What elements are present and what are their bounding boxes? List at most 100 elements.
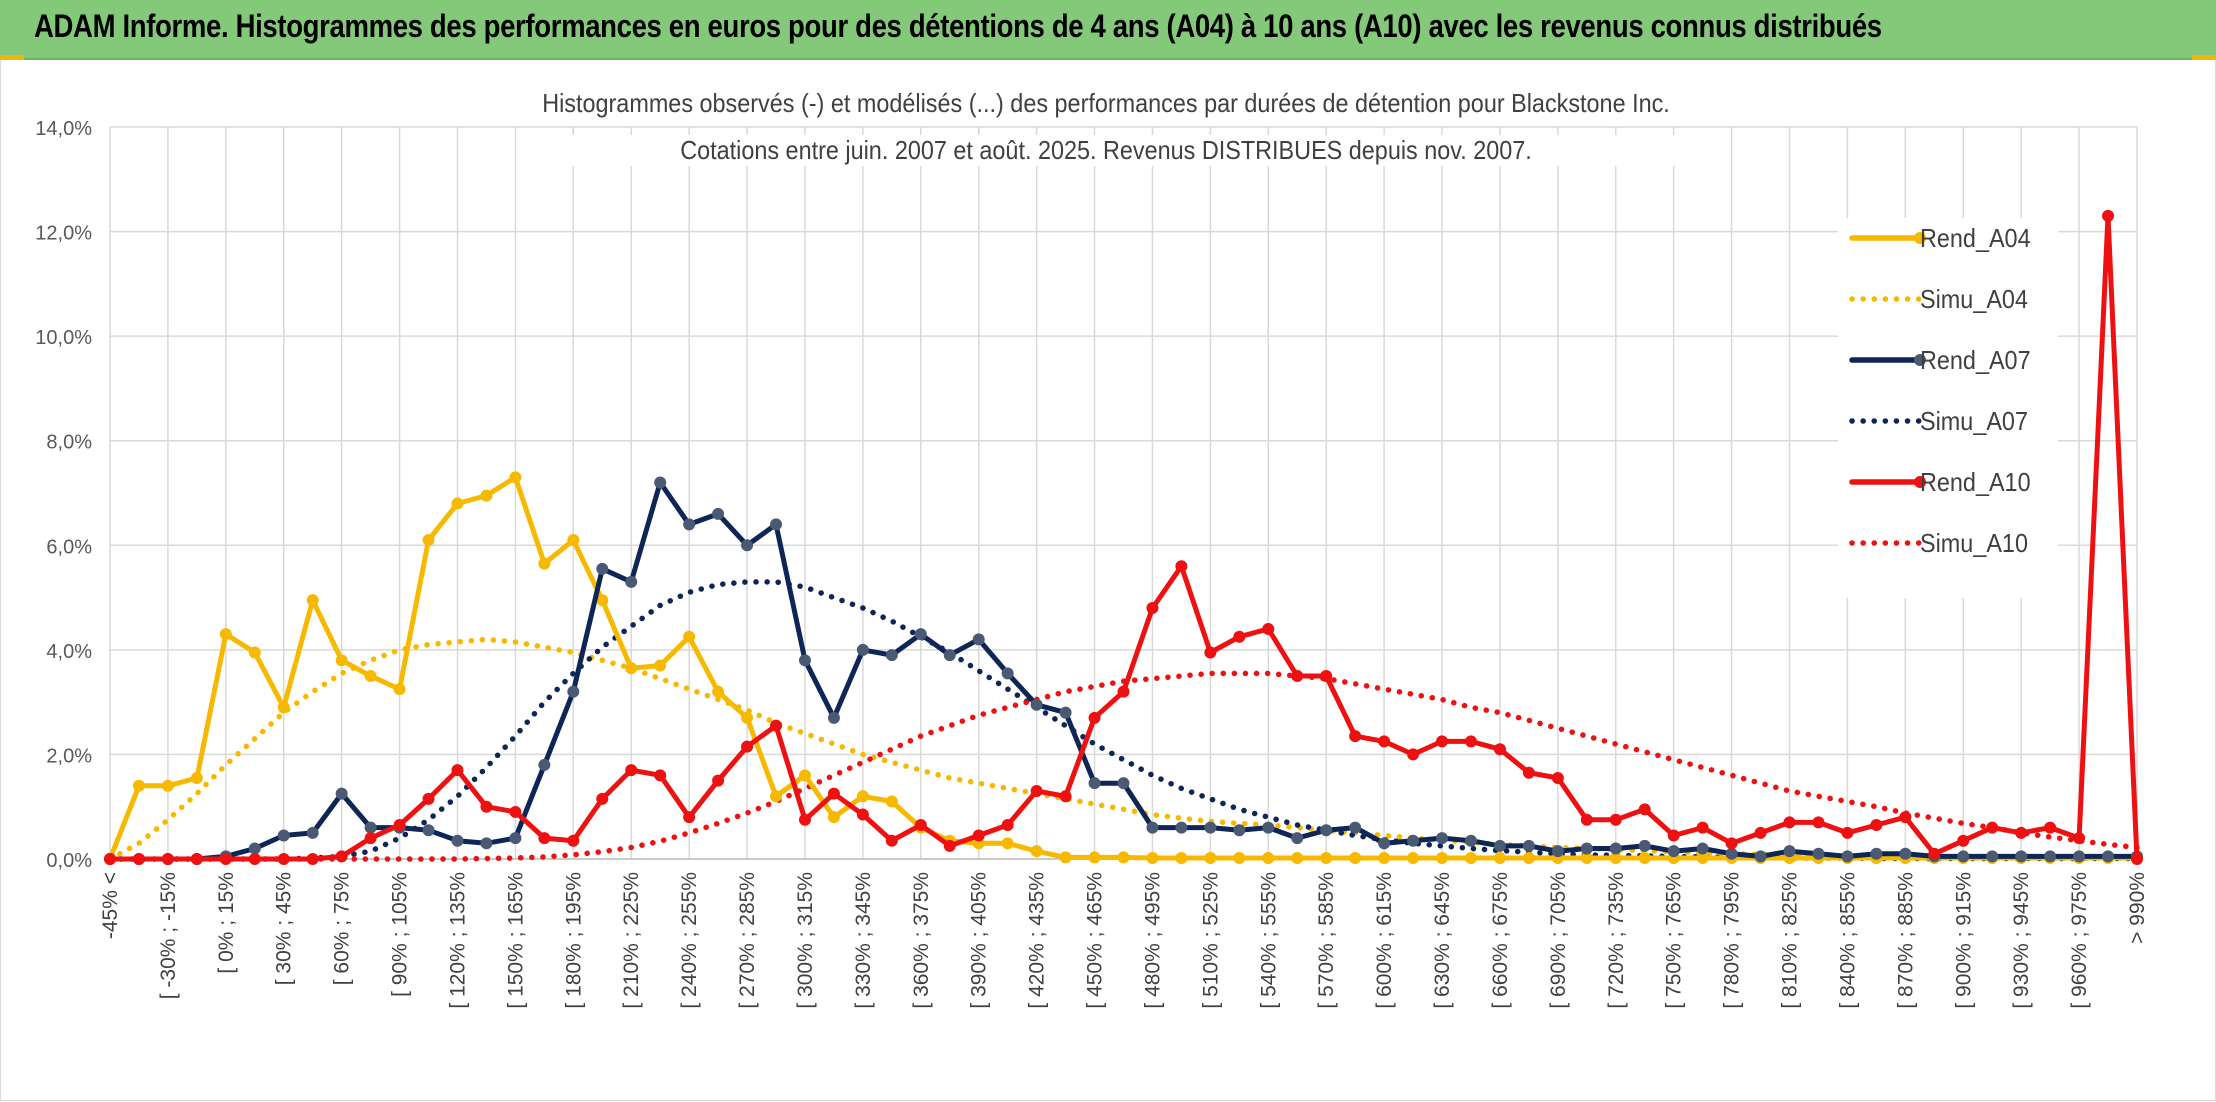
data-point-rend-a07 — [1667, 845, 1680, 858]
data-point-rend-a07 — [335, 787, 348, 800]
x-tick-label: [ 450% ; 465% — [1084, 872, 1107, 1009]
x-tick-label: [ 0% ; 15% — [215, 872, 238, 974]
data-point-rend-a04 — [1030, 845, 1043, 858]
data-point-rend-a07 — [1609, 842, 1622, 855]
data-point-rend-a07 — [1059, 706, 1072, 719]
data-point-rend-a07 — [1175, 821, 1188, 834]
banner-accent-right — [2192, 55, 2216, 60]
legend-label: Rend_A04 — [1920, 223, 2031, 253]
data-point-rend-a07 — [596, 562, 609, 575]
data-point-rend-a10 — [161, 853, 174, 865]
data-point-rend-a04 — [306, 594, 319, 607]
x-tick-label: [ 930% ; 945% — [2010, 872, 2033, 1009]
banner-accent-left — [0, 55, 24, 60]
legend-label: Simu_A04 — [1920, 284, 2028, 314]
data-point-rend-a10 — [1957, 834, 1970, 847]
data-point-rend-a10 — [2073, 832, 2086, 845]
data-point-rend-a07 — [1464, 834, 1477, 847]
data-point-rend-a10 — [1262, 622, 1275, 635]
data-point-rend-a07 — [1696, 842, 1709, 855]
data-point-rend-a07 — [1522, 839, 1535, 852]
data-point-rend-a10 — [1667, 829, 1680, 842]
data-point-rend-a10 — [1986, 821, 1999, 834]
data-point-rend-a10 — [1349, 730, 1362, 743]
x-tick-label: [ 390% ; 405% — [968, 872, 991, 1009]
data-point-rend-a04 — [538, 557, 551, 570]
y-tick-label: 12,0% — [35, 223, 92, 245]
x-tick-label: [ 240% ; 255% — [678, 872, 701, 1009]
data-point-rend-a07 — [364, 821, 377, 834]
data-point-rend-a07 — [914, 628, 927, 641]
y-tick-label: 0,0% — [46, 850, 92, 872]
data-point-rend-a04 — [1407, 851, 1420, 864]
data-point-rend-a10 — [190, 853, 203, 865]
legend-swatch — [1849, 418, 1923, 424]
data-point-rend-a07 — [1783, 845, 1796, 858]
data-point-rend-a10 — [1204, 646, 1217, 659]
data-point-rend-a10 — [1841, 826, 1854, 839]
data-point-rend-a10 — [364, 832, 377, 845]
data-point-rend-a10 — [1812, 816, 1825, 829]
data-point-rend-a10 — [885, 834, 898, 847]
series-line-rend-a10 — [107, 213, 2140, 862]
x-tick-label: [ 90% ; 105% — [389, 872, 412, 997]
data-point-rend-a04 — [683, 630, 696, 643]
legend-label: Rend_A07 — [1920, 345, 2031, 375]
data-point-rend-a07 — [1957, 850, 1970, 863]
data-point-rend-a10 — [2015, 826, 2028, 839]
data-point-rend-a04 — [567, 534, 580, 547]
data-point-rend-a04 — [1204, 851, 1217, 864]
x-tick-label: [ 30% ; 45% — [273, 872, 296, 985]
data-point-rend-a10 — [856, 808, 869, 821]
series-line-rend-a07 — [107, 480, 2140, 862]
report-banner: ADAM Informe. Histogrammes des performan… — [0, 0, 2216, 60]
chart-subtitle: Cotations entre juin. 2007 et août. 2025… — [521, 135, 1691, 166]
data-point-rend-a04 — [1175, 851, 1188, 864]
data-point-rend-a07 — [1899, 847, 1912, 860]
x-tick-label: [ 300% ; 315% — [794, 872, 817, 1009]
data-point-rend-a04 — [219, 628, 232, 641]
x-tick-label: [ 360% ; 375% — [910, 872, 933, 1009]
data-point-rend-a10 — [596, 792, 609, 805]
data-point-rend-a10 — [1001, 819, 1014, 832]
data-point-rend-a07 — [1001, 667, 1014, 680]
data-point-rend-a07 — [885, 649, 898, 662]
legend-label: Rend_A10 — [1920, 467, 2031, 497]
x-tick-label: [ 870% ; 885% — [1894, 872, 1917, 1009]
data-point-rend-a10 — [1146, 602, 1159, 615]
data-point-rend-a04 — [161, 779, 174, 792]
chart-legend: Rend_A04 Simu_A04 Rend_A07 Simu_A07 Rend_A10… — [1838, 218, 2058, 598]
data-point-rend-a10 — [1436, 735, 1449, 748]
data-point-rend-a10 — [1059, 790, 1072, 803]
legend-swatch-marker — [1914, 354, 1926, 366]
x-tick-label: [ 480% ; 495% — [1141, 872, 1164, 1009]
data-point-rend-a07 — [2102, 850, 2115, 863]
x-tick-label: [ 120% ; 135% — [446, 872, 469, 1009]
x-tick-label: [ 330% ; 345% — [852, 872, 875, 1009]
x-tick-label: [ 630% ; 645% — [1431, 872, 1454, 1009]
data-point-rend-a07 — [1638, 839, 1651, 852]
data-point-rend-a10 — [1696, 821, 1709, 834]
x-tick-label: [ 180% ; 195% — [562, 872, 585, 1009]
data-point-rend-a07 — [1030, 698, 1043, 711]
data-point-rend-a10 — [538, 832, 551, 845]
data-point-rend-a10 — [712, 774, 725, 787]
data-point-rend-a10 — [1117, 685, 1130, 698]
data-point-rend-a07 — [1754, 850, 1767, 863]
legend-swatch — [1849, 540, 1923, 546]
data-point-rend-a10 — [770, 719, 783, 732]
data-point-rend-a10 — [1899, 811, 1912, 824]
data-point-rend-a04 — [1146, 851, 1159, 864]
data-point-rend-a07 — [1349, 821, 1362, 834]
series-line-rend-a04 — [107, 474, 2140, 862]
data-point-rend-a10 — [104, 853, 116, 865]
data-point-rend-a04 — [1436, 851, 1449, 864]
x-tick-label: [ 540% ; 555% — [1257, 872, 1280, 1009]
data-point-rend-a10 — [451, 764, 464, 777]
data-point-rend-a07 — [770, 518, 783, 531]
data-point-rend-a10 — [1493, 743, 1506, 756]
data-point-rend-a07 — [1870, 847, 1883, 860]
data-point-rend-a04 — [422, 534, 435, 547]
data-point-rend-a10 — [741, 740, 754, 753]
